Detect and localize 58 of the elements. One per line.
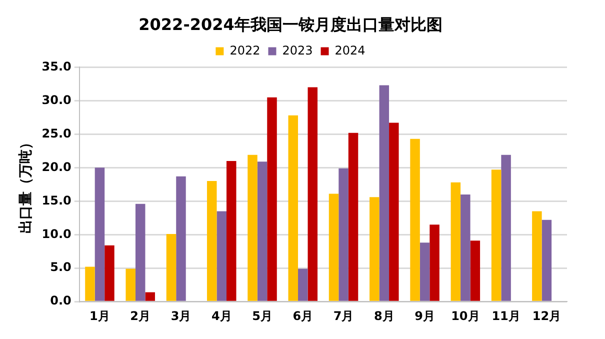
x-tick-label: 5月	[252, 308, 272, 323]
bar	[338, 168, 348, 301]
bar	[226, 160, 236, 301]
y-tick-label: 35.0	[42, 59, 72, 74]
y-tick-label: 0.0	[50, 294, 72, 308]
bar	[501, 154, 511, 301]
bar	[379, 85, 390, 301]
legend-label: 2024	[334, 43, 366, 58]
bar	[267, 97, 277, 301]
x-tick-label: 7月	[333, 308, 354, 323]
y-tick-label: 15.0	[42, 193, 72, 208]
bar	[430, 224, 440, 301]
bar	[389, 122, 399, 301]
x-tick-label: 12月	[532, 308, 562, 323]
bar	[94, 168, 105, 301]
x-tick-label: 11月	[492, 308, 520, 323]
x-tick-label: 6月	[292, 308, 314, 323]
bar	[206, 181, 217, 301]
x-tick-label: 3月	[170, 308, 192, 323]
bar	[85, 266, 95, 301]
chart-title: 2022-2024年我国一铵月度出口量对比图	[138, 14, 442, 34]
x-tick-label: 2月	[130, 308, 151, 323]
bar	[257, 162, 268, 301]
y-tick-label: 10.0	[42, 226, 72, 241]
x-tick-label: 9月	[414, 308, 435, 323]
x-tick-label: 1月	[90, 308, 110, 323]
bar	[298, 268, 308, 301]
y-tick-label: 5.0	[50, 260, 72, 274]
bar	[491, 170, 502, 301]
bar	[166, 234, 176, 301]
bar	[288, 115, 298, 301]
bar	[308, 87, 318, 301]
bar	[328, 194, 339, 301]
legend-label: 2023	[282, 43, 313, 58]
legend-label: 2022	[230, 43, 260, 58]
x-tick-label: 8月	[374, 308, 394, 323]
bar	[135, 204, 146, 301]
x-tick-label: 10月	[451, 308, 480, 323]
bar	[532, 211, 542, 301]
bar	[126, 268, 136, 301]
bar	[470, 240, 480, 301]
bar	[104, 245, 114, 301]
bar	[176, 176, 186, 301]
y-axis-title: 出口量（万吨）	[18, 135, 34, 234]
bar	[216, 211, 226, 301]
bar	[450, 182, 461, 301]
bar	[145, 292, 155, 301]
bar	[460, 194, 470, 301]
bar	[420, 242, 430, 301]
bar	[348, 132, 358, 301]
y-tick-label: 30.0	[42, 92, 72, 107]
y-tick-label: 25.0	[42, 126, 72, 140]
bar	[410, 138, 420, 301]
bar	[370, 197, 380, 301]
bar	[248, 154, 258, 301]
y-tick-label: 20.0	[42, 160, 72, 174]
x-tick-label: 4月	[211, 308, 232, 323]
bar	[542, 220, 552, 301]
